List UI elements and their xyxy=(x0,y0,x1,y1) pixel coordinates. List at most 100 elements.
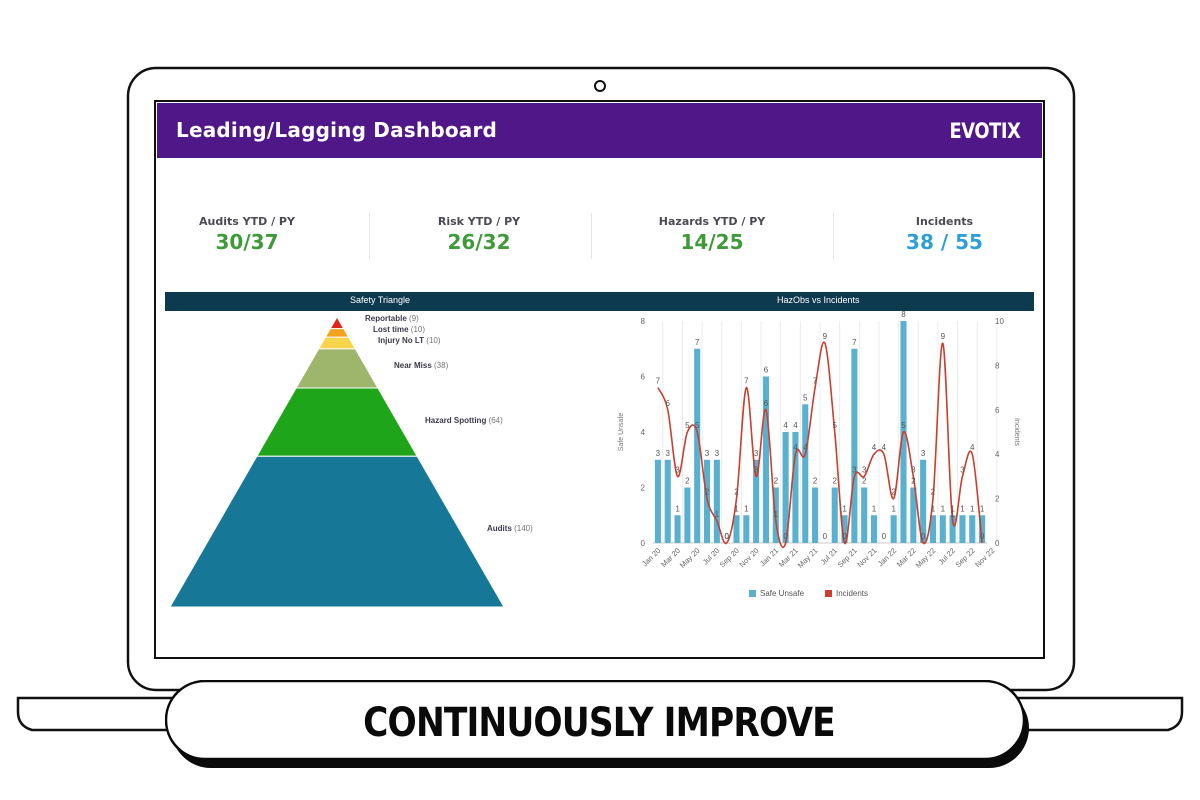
pyramid-label: Reportable (9) xyxy=(365,314,419,323)
line-data-label: 7 xyxy=(744,377,749,386)
x-tick-label: Nov 20 xyxy=(737,546,760,569)
line-data-label: 3 xyxy=(911,465,916,474)
pyramid-label: Injury No LT (10) xyxy=(378,336,441,345)
safety-triangle-title: Safety Triangle xyxy=(350,295,411,305)
bar-data-label: 1 xyxy=(872,504,877,513)
line-data-label: 2 xyxy=(891,488,896,497)
y-right-tick-label: 0 xyxy=(995,539,1000,548)
safety-triangle-chart xyxy=(169,315,505,608)
line-data-label: 0 xyxy=(783,532,788,541)
bar-data-label: 3 xyxy=(705,449,710,458)
line-data-label: 2 xyxy=(705,488,710,497)
kpi-label: Incidents xyxy=(915,215,974,228)
line-data-label: 1 xyxy=(715,510,720,519)
bar-data-label: 6 xyxy=(764,366,769,375)
kpi-audits[interactable]: Audits YTD / PY 30/37 xyxy=(175,215,319,254)
bar xyxy=(694,348,701,543)
y-right-tick-label: 10 xyxy=(995,317,1004,326)
bar xyxy=(890,515,897,543)
bar-data-label: 2 xyxy=(833,477,838,486)
line-data-label: 3 xyxy=(754,465,759,474)
kpi-value: 26/32 xyxy=(447,230,511,254)
pyramid-label: Audits (140) xyxy=(487,524,533,533)
pyramid-level xyxy=(317,336,357,350)
x-tick-label: Nov 22 xyxy=(973,546,996,569)
webcam-icon xyxy=(594,80,606,92)
line-data-label: 0 xyxy=(921,532,926,541)
y-left-tick-label: 8 xyxy=(641,317,646,326)
bar-data-label: 1 xyxy=(734,504,739,513)
line-data-label: 3 xyxy=(862,465,867,474)
bar xyxy=(949,515,956,543)
bar-data-label: 8 xyxy=(901,311,906,319)
bar xyxy=(713,459,720,543)
kpi-risk[interactable]: Risk YTD / PY 26/32 xyxy=(407,215,551,254)
bar xyxy=(664,459,671,543)
bar-data-label: 3 xyxy=(666,449,671,458)
bar-data-label: 7 xyxy=(695,338,700,347)
kpi-value: 14/25 xyxy=(680,230,744,254)
kpi-hazards[interactable]: Hazards YTD / PY 14/25 xyxy=(627,215,797,254)
dashboard-title: Leading/Lagging Dashboard xyxy=(176,118,498,142)
kpi-divider xyxy=(833,213,834,259)
bar-data-label: 3 xyxy=(921,449,926,458)
pyramid-level xyxy=(329,315,345,330)
kpi-value: 38 / 55 xyxy=(906,230,983,254)
line-data-label: 9 xyxy=(823,332,828,341)
bar xyxy=(910,487,917,543)
pyramid-label: Near Miss (38) xyxy=(394,361,449,370)
bar-data-label: 3 xyxy=(754,449,759,458)
bar xyxy=(831,487,838,543)
bar-data-label: 0 xyxy=(823,532,828,541)
y-right-tick-label: 6 xyxy=(995,406,1000,415)
pyramid-level xyxy=(255,387,419,457)
bar-data-label: 1 xyxy=(950,504,955,513)
kpi-divider xyxy=(369,213,370,259)
y-right-axis-title: Incidents xyxy=(1013,418,1020,447)
bar-data-label: 7 xyxy=(852,338,857,347)
kpi-divider xyxy=(591,213,592,259)
bar-data-label: 3 xyxy=(715,449,720,458)
kpi-label: Risk YTD / PY xyxy=(437,215,521,228)
banner-text: CONTINUOUSLY IMPROVE xyxy=(363,699,836,746)
y-right-tick-label: 2 xyxy=(995,495,1000,504)
bar xyxy=(939,515,946,543)
kpi-value: 30/37 xyxy=(215,230,279,254)
bar xyxy=(969,515,976,543)
bar xyxy=(743,515,750,543)
x-tick-label: Sep 22 xyxy=(953,546,976,569)
banner-shape xyxy=(165,680,1029,768)
line-data-label: 5 xyxy=(833,421,838,430)
bar-data-label: 2 xyxy=(685,477,690,486)
dashboard-header: Leading/Lagging Dashboard EVOTIX xyxy=(157,103,1042,158)
y-left-tick-label: 4 xyxy=(641,428,646,437)
x-tick-label: May 22 xyxy=(914,546,938,570)
chart-section-header xyxy=(165,292,1034,311)
line-data-label: 9 xyxy=(941,332,946,341)
pyramid-level xyxy=(295,348,379,389)
bar xyxy=(654,459,661,543)
bar xyxy=(802,404,809,543)
incidents-line xyxy=(657,341,983,549)
kpi-incidents[interactable]: Incidents 38 / 55 xyxy=(877,215,1012,254)
bar xyxy=(979,515,986,543)
line-data-label: 1 xyxy=(774,510,779,519)
bar xyxy=(684,487,691,543)
bar-data-label: 1 xyxy=(891,504,896,513)
line-data-label: 3 xyxy=(852,465,857,474)
bar xyxy=(762,376,770,543)
line-data-label: 4 xyxy=(970,443,975,452)
bar xyxy=(812,487,819,543)
banner: CONTINUOUSLY IMPROVE xyxy=(165,680,1033,768)
pyramid-level xyxy=(169,455,505,608)
line-data-label: 4 xyxy=(872,443,877,452)
line-data-label: 0 xyxy=(842,532,847,541)
line-data-label: 0 xyxy=(724,532,729,541)
evotix-logo: EVOTIX xyxy=(949,119,1020,143)
line-data-label: 2 xyxy=(931,488,936,497)
line-data-label: 4 xyxy=(882,443,887,452)
x-tick-label: Jan 21 xyxy=(758,546,780,568)
bar-data-label: 0 xyxy=(724,532,729,541)
line-data-label: 5 xyxy=(901,421,906,430)
